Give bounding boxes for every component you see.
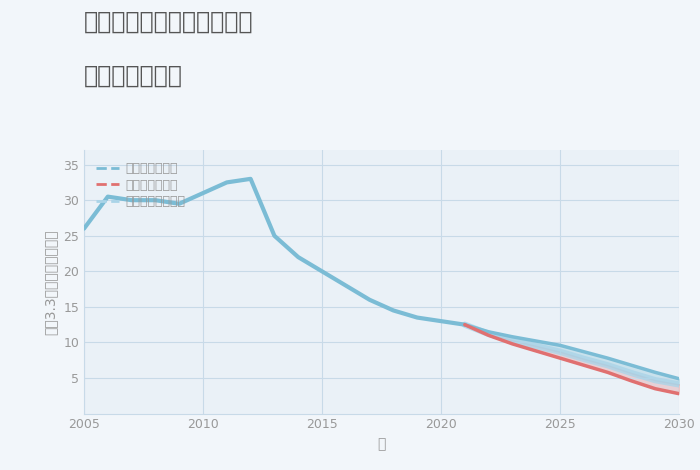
Text: 兵庫県豊岡市日高町岩中の: 兵庫県豊岡市日高町岩中の (84, 9, 253, 33)
Legend: グッドシナリオ, バッドシナリオ, ノーマルシナリオ: グッドシナリオ, バッドシナリオ, ノーマルシナリオ (96, 162, 185, 208)
Y-axis label: 坪（3.3㎡）単価（万円）: 坪（3.3㎡）単価（万円） (43, 229, 57, 335)
X-axis label: 年: 年 (377, 437, 386, 451)
Text: 土地の価格推移: 土地の価格推移 (84, 63, 183, 87)
